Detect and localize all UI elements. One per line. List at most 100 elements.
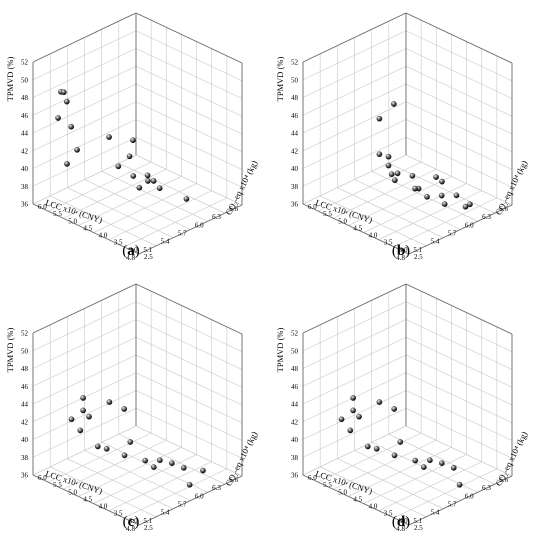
- z-tick-label: 38: [21, 454, 29, 462]
- y-tick-label: 3.5: [114, 510, 123, 518]
- z-axis-title: TPMVD (%): [5, 57, 15, 102]
- gridline: [32, 154, 137, 205]
- z-tick-label: 42: [291, 418, 299, 426]
- gridline: [135, 425, 243, 477]
- gridline: [135, 336, 243, 388]
- data-point: [427, 457, 433, 464]
- gridline: [135, 30, 243, 82]
- x-tick-label: 6.3: [482, 213, 491, 221]
- gridline: [84, 179, 191, 230]
- x-tick-label: 6.0: [465, 492, 474, 500]
- data-point: [412, 185, 418, 192]
- data-point: [121, 406, 128, 412]
- y-tick-label: 6.0: [38, 203, 47, 211]
- z-axis-title: TPMVD (%): [275, 328, 285, 373]
- data-point: [169, 460, 175, 466]
- x-tick-label: 5.7: [448, 230, 457, 238]
- y-tick-label: 5.5: [53, 481, 62, 489]
- axis-edge: [405, 283, 513, 335]
- z-tick-label: 36: [21, 201, 29, 209]
- z-tick-label: 44: [291, 401, 299, 409]
- y-tick-label: 3.0: [129, 517, 138, 525]
- gridline: [354, 450, 461, 501]
- gridline: [354, 179, 461, 230]
- axis-edge: [32, 474, 140, 526]
- data-point: [338, 416, 345, 423]
- x-tick-label: 6.0: [195, 492, 204, 500]
- data-point: [142, 457, 149, 464]
- gridline: [135, 65, 243, 117]
- y-tick-label: 4.0: [369, 503, 378, 511]
- gridline: [135, 48, 243, 99]
- gridline: [135, 83, 243, 135]
- y-tick-label: 5.0: [68, 217, 77, 225]
- data-point: [376, 399, 383, 405]
- z-tick-label: 50: [291, 76, 299, 84]
- data-point: [186, 481, 193, 488]
- z-tick-label: 46: [291, 112, 299, 120]
- gridline: [67, 458, 174, 509]
- y-tick-label: 2.5: [144, 524, 153, 532]
- gridline: [388, 433, 495, 485]
- gridline: [378, 461, 482, 511]
- gridline: [135, 301, 243, 353]
- axis-edge: [302, 203, 410, 255]
- data-point: [394, 170, 401, 177]
- data-point: [63, 98, 70, 105]
- axis-edge: [32, 283, 137, 334]
- data-point: [60, 89, 67, 96]
- y-tick-label: 5.5: [323, 210, 332, 218]
- data-point: [157, 457, 163, 464]
- y-tick-label: 4.5: [83, 495, 92, 503]
- gridline: [318, 161, 422, 212]
- gridline: [348, 176, 452, 226]
- gridline: [333, 440, 437, 490]
- z-tick-label: 44: [21, 401, 29, 409]
- axis-edge: [405, 12, 513, 64]
- gridline: [93, 183, 197, 233]
- x-tick-label: 5.4: [161, 238, 170, 246]
- z-tick-label: 42: [291, 147, 299, 155]
- data-point: [456, 481, 463, 488]
- x-tick-label: 6.6: [499, 476, 508, 484]
- data-point: [439, 178, 445, 185]
- chart-panel-b: 36 38 40 42 44 46 48 50 52 4.8 5.1 5.4 5.7 6.0 6.3 6.6 2…: [275, 12, 529, 262]
- data-point: [68, 416, 75, 423]
- y-tick-label: 2.5: [414, 524, 423, 532]
- y-tick-label: 3.0: [129, 246, 138, 254]
- z-tick-label: 48: [291, 365, 299, 373]
- data-point: [439, 460, 445, 466]
- data-point: [103, 446, 110, 452]
- gridline: [363, 454, 467, 504]
- gridline: [135, 407, 243, 459]
- z-tick-label: 52: [21, 59, 29, 67]
- gridline: [405, 354, 513, 406]
- x-tick-label: 6.0: [195, 221, 204, 229]
- axis-edge: [302, 283, 407, 334]
- gridline: [67, 187, 174, 238]
- gridline: [337, 187, 444, 238]
- data-point: [462, 203, 469, 210]
- gridline: [78, 176, 182, 226]
- z-tick-label: 46: [21, 112, 29, 120]
- data-point: [150, 464, 157, 470]
- data-point: [80, 407, 86, 414]
- gridline: [405, 372, 513, 424]
- data-point: [373, 446, 380, 452]
- data-point: [391, 406, 398, 412]
- z-axis-title: TPMVD (%): [5, 328, 15, 373]
- y-tick-label: 2.5: [144, 253, 153, 261]
- data-point: [121, 452, 128, 459]
- data-point: [392, 177, 398, 184]
- data-point: [385, 162, 392, 169]
- y-tick-label: 3.0: [399, 246, 408, 254]
- data-point: [350, 395, 356, 401]
- data-point: [77, 427, 84, 434]
- y-tick-label: 6.0: [38, 474, 47, 482]
- y-tick-label: 4.5: [353, 224, 362, 232]
- y-tick-label: 3.5: [114, 239, 123, 247]
- data-point: [126, 153, 133, 160]
- y-tick-label: 5.0: [338, 217, 347, 225]
- data-point: [130, 173, 137, 179]
- data-point: [356, 413, 362, 420]
